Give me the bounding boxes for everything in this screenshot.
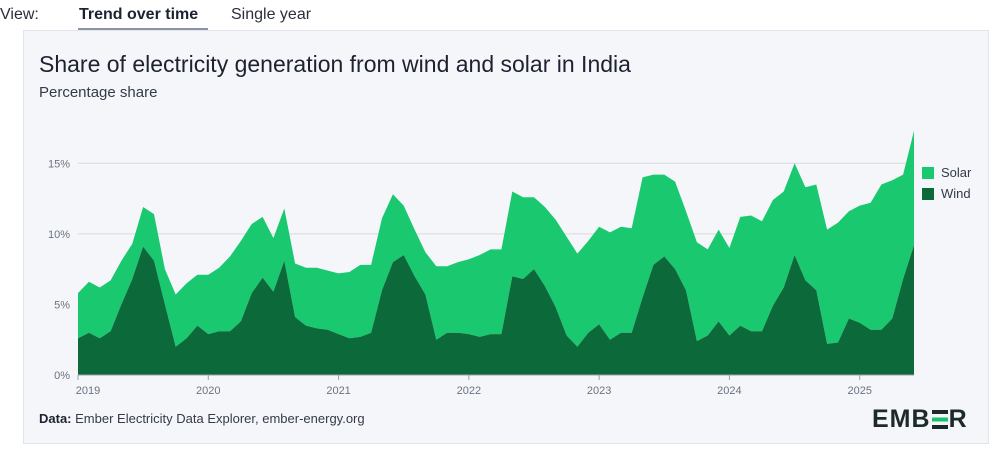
tab-trend-over-time[interactable]: Trend over time: [79, 6, 199, 23]
x-tick-label: 2023: [587, 385, 611, 397]
legend-swatch-wind: [922, 187, 934, 200]
y-tick-label: 10%: [48, 229, 70, 241]
x-tick-label: 2025: [847, 385, 871, 397]
ember-logo: EMB R: [872, 405, 968, 433]
x-tick-label: 2019: [76, 385, 100, 397]
view-switcher: View: Trend over time Single year: [0, 0, 1000, 31]
legend-label-solar: Solar: [941, 165, 972, 180]
data-source: Data: Ember Electricity Data Explorer, e…: [39, 411, 365, 426]
legend-label-wind: Wind: [941, 186, 971, 201]
view-label: View:: [0, 6, 39, 23]
chart-subtitle: Percentage share: [39, 84, 158, 101]
legend: Solar Wind: [922, 162, 971, 204]
data-source-text: Ember Electricity Data Explorer, ember-e…: [71, 411, 365, 426]
chart-title: Share of electricity generation from win…: [39, 51, 631, 77]
y-tick-label: 0%: [54, 370, 70, 382]
solar-area: [78, 130, 914, 347]
area-chart: 0% 5% 10% 15% 2019 2020 2021 2022 2023 2024 2025: [48, 130, 914, 397]
y-tick-label: 15%: [48, 158, 70, 170]
legend-item-wind[interactable]: Wind: [922, 183, 971, 204]
y-tick-label: 5%: [54, 299, 70, 311]
legend-item-solar[interactable]: Solar: [922, 162, 971, 183]
active-tab-indicator: [78, 28, 208, 31]
chart-card: Share of electricity generation from win…: [23, 30, 989, 444]
x-tick-label: 2020: [196, 385, 220, 397]
x-tick-label: 2024: [717, 385, 741, 397]
data-source-prefix: Data:: [39, 411, 72, 426]
tab-single-year[interactable]: Single year: [231, 6, 312, 23]
x-tick-label: 2021: [326, 385, 350, 397]
legend-swatch-solar: [922, 166, 934, 179]
wind-area: [78, 245, 914, 375]
x-tick-label: 2022: [457, 385, 481, 397]
